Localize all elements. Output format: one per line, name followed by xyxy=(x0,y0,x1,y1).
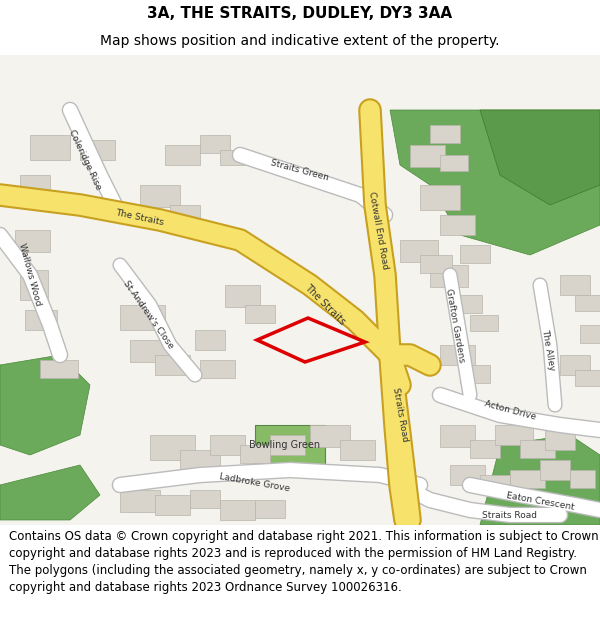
Bar xyxy=(460,365,490,383)
Text: Ladbroke Grove: Ladbroke Grove xyxy=(219,472,291,494)
Text: The Straits: The Straits xyxy=(115,209,165,227)
Polygon shape xyxy=(480,435,600,525)
Text: Acton Drive: Acton Drive xyxy=(483,399,537,421)
Text: Bowling Green: Bowling Green xyxy=(250,440,320,450)
Bar xyxy=(520,440,555,458)
Bar xyxy=(255,425,325,470)
Bar xyxy=(470,440,500,458)
Polygon shape xyxy=(480,110,600,205)
Bar xyxy=(310,425,350,447)
Bar xyxy=(155,495,190,515)
Bar xyxy=(575,295,600,311)
Bar xyxy=(15,230,50,252)
Text: Coleridge Rise: Coleridge Rise xyxy=(67,128,103,192)
Bar xyxy=(120,490,160,512)
Bar xyxy=(420,255,452,273)
Bar xyxy=(340,440,375,460)
Bar xyxy=(470,315,498,331)
Bar xyxy=(430,125,460,143)
Bar xyxy=(480,475,510,493)
Text: St Andrew's Close: St Andrew's Close xyxy=(121,279,175,351)
Polygon shape xyxy=(0,355,90,455)
Bar xyxy=(410,145,445,167)
Polygon shape xyxy=(0,465,100,520)
Bar xyxy=(165,145,200,165)
Bar xyxy=(40,360,78,378)
Bar xyxy=(560,275,590,295)
Bar xyxy=(180,450,220,472)
Bar xyxy=(400,240,438,262)
Bar xyxy=(30,135,70,160)
Bar xyxy=(190,490,220,508)
Bar xyxy=(245,305,275,323)
Bar xyxy=(560,355,590,375)
Text: 3A, THE STRAITS, DUDLEY, DY3 3AA: 3A, THE STRAITS, DUDLEY, DY3 3AA xyxy=(148,6,452,21)
Polygon shape xyxy=(390,110,600,255)
Text: Contains OS data © Crown copyright and database right 2021. This information is : Contains OS data © Crown copyright and d… xyxy=(9,530,599,594)
Bar xyxy=(460,245,490,263)
Bar xyxy=(545,430,575,450)
Bar xyxy=(440,215,475,235)
Bar xyxy=(440,155,468,171)
Bar xyxy=(450,295,482,313)
Bar xyxy=(80,140,115,160)
Text: Cotwall End Road: Cotwall End Road xyxy=(367,191,389,269)
Bar xyxy=(140,185,180,207)
Bar xyxy=(240,445,270,463)
Bar xyxy=(440,345,475,365)
Bar xyxy=(450,465,485,485)
Bar xyxy=(580,325,600,343)
Bar xyxy=(270,435,305,455)
Text: Straits Road: Straits Road xyxy=(391,387,409,443)
Bar xyxy=(430,265,468,287)
Bar xyxy=(130,340,170,362)
Bar xyxy=(195,330,225,350)
Bar xyxy=(510,470,545,488)
Bar xyxy=(210,435,245,455)
Text: Straits Road: Straits Road xyxy=(482,511,538,519)
Bar xyxy=(20,270,48,300)
Bar xyxy=(440,425,475,447)
Text: The Alley: The Alley xyxy=(540,329,556,371)
Text: Map shows position and indicative extent of the property.: Map shows position and indicative extent… xyxy=(100,34,500,48)
Text: Wallows Wood: Wallows Wood xyxy=(17,242,43,308)
Text: Eaton Crescent: Eaton Crescent xyxy=(505,492,575,512)
Bar xyxy=(120,305,165,330)
Bar xyxy=(170,205,200,223)
Bar xyxy=(220,500,255,520)
Bar xyxy=(255,500,285,518)
Bar xyxy=(575,370,600,386)
Bar xyxy=(495,425,533,445)
Bar xyxy=(200,360,235,378)
Text: Grafton Gardens: Grafton Gardens xyxy=(444,288,466,362)
Bar xyxy=(540,460,570,480)
Text: Straits Green: Straits Green xyxy=(270,158,330,182)
Text: The Straits: The Straits xyxy=(303,282,347,328)
Bar xyxy=(225,285,260,307)
Bar xyxy=(420,185,460,210)
Bar xyxy=(220,150,245,165)
Bar xyxy=(570,470,595,488)
Bar xyxy=(25,310,57,330)
Bar xyxy=(20,175,50,193)
Bar xyxy=(150,435,195,460)
Bar xyxy=(200,135,230,153)
Bar xyxy=(155,355,190,375)
